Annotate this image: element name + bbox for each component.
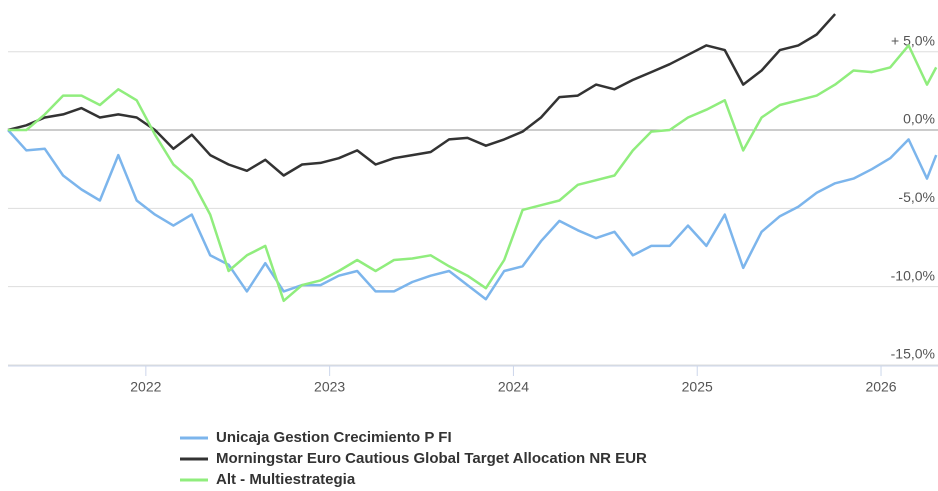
x-tick-label: 2023 — [314, 379, 345, 395]
y-tick-label: -15,0% — [891, 346, 935, 362]
series-line — [7, 13, 837, 177]
legend-label: Morningstar Euro Cautious Global Target … — [216, 450, 647, 467]
legend-label: Alt - Multiestrategia — [216, 471, 356, 488]
y-tick-label: -10,0% — [891, 267, 935, 283]
x-tick-label: 2026 — [865, 379, 896, 395]
x-tick-label: 2025 — [682, 379, 713, 395]
legend-label: Unicaja Gestion Crecimiento P FI — [216, 429, 452, 446]
y-tick-label: 0,0% — [903, 111, 935, 127]
series-line — [7, 129, 938, 301]
y-tick-label: -5,0% — [898, 189, 935, 205]
x-tick-label: 2024 — [498, 379, 529, 395]
x-tick-label: 2022 — [130, 379, 161, 395]
series-line — [8, 44, 938, 303]
y-tick-label: + 5,0% — [891, 32, 935, 48]
